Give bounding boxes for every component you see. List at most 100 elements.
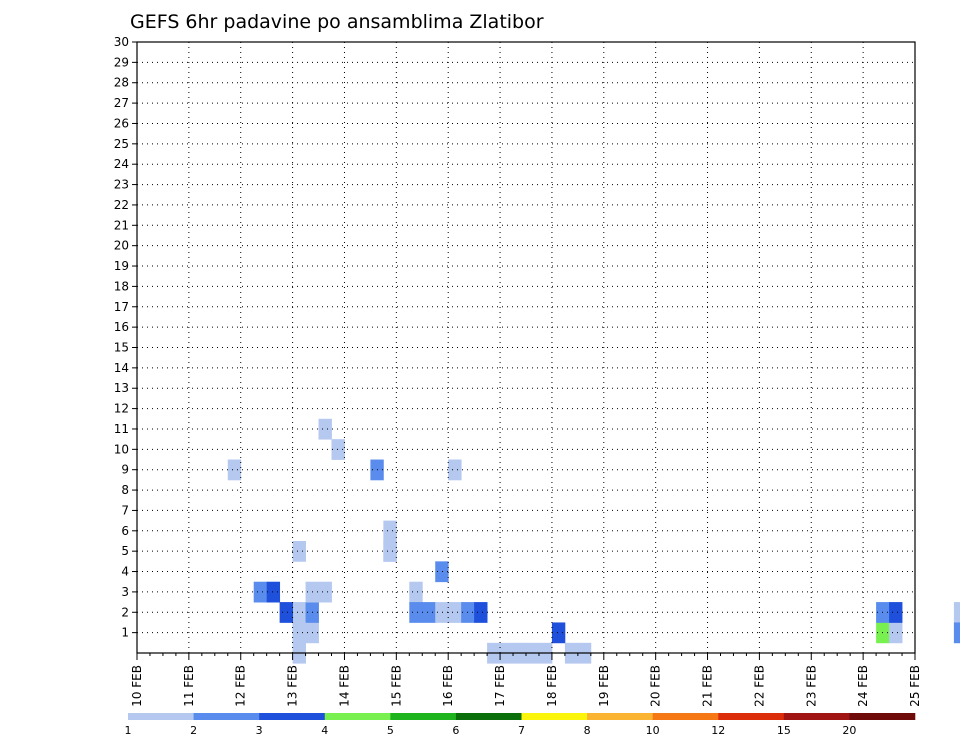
y-tick-label: 20 xyxy=(114,239,129,253)
colorbar-swatch xyxy=(324,713,391,720)
y-tick-label: 8 xyxy=(121,483,129,497)
colorbar-swatch xyxy=(718,713,785,720)
y-tick-label: 22 xyxy=(114,198,129,212)
colorbar-label: 3 xyxy=(256,724,263,737)
y-tick-label: 12 xyxy=(114,402,129,416)
colorbar-label: 2 xyxy=(190,724,197,737)
y-tick-label: 4 xyxy=(121,565,129,579)
heatmap-cell xyxy=(292,540,306,562)
colorbar-swatch xyxy=(652,713,719,720)
y-tick-label: 16 xyxy=(114,320,129,334)
heatmap-cell xyxy=(266,581,281,603)
heatmap-cell xyxy=(448,459,462,481)
colorbar-swatch xyxy=(193,713,260,720)
chart-title: GEFS 6hr padavine po ansamblima Zlatibor xyxy=(130,11,544,33)
y-axis: 1234567891011121314151617181920212223242… xyxy=(114,35,137,640)
heatmap-cell xyxy=(227,459,242,481)
y-tick-label: 5 xyxy=(121,544,129,558)
colorbar-label: 20 xyxy=(842,724,856,737)
x-tick-label: 21 FEB xyxy=(701,665,715,707)
colorbar-label: 10 xyxy=(646,724,660,737)
heatmap-cell xyxy=(253,581,268,603)
heatmap-cell xyxy=(953,602,960,623)
y-tick-label: 1 xyxy=(121,626,129,640)
y-tick-label: 11 xyxy=(114,422,129,436)
colorbar-label: 8 xyxy=(584,724,591,737)
y-tick-label: 26 xyxy=(114,116,129,130)
heatmap-cell xyxy=(422,602,436,623)
heatmap-cell xyxy=(435,561,449,583)
heatmap-cell xyxy=(331,439,345,460)
heatmap-cell xyxy=(409,602,423,623)
x-tick-label: 16 FEB xyxy=(441,665,455,707)
y-tick-label: 2 xyxy=(121,605,129,619)
y-tick-label: 18 xyxy=(114,279,129,293)
heatmap-cell xyxy=(279,602,293,623)
x-tick-label: 22 FEB xyxy=(752,665,766,707)
y-tick-label: 15 xyxy=(114,341,129,355)
x-tick-label: 15 FEB xyxy=(389,665,403,707)
colorbar-swatch xyxy=(587,713,653,720)
heatmap-cell xyxy=(953,622,960,644)
y-tick-label: 3 xyxy=(121,585,129,599)
heatmap-cell xyxy=(383,520,397,542)
plot-frame xyxy=(136,41,916,654)
heatmap-cell xyxy=(551,622,566,644)
colorbar-label: 4 xyxy=(321,724,328,737)
heatmap-cell xyxy=(889,622,903,644)
heatmap-cell xyxy=(292,602,306,623)
y-tick-label: 6 xyxy=(121,524,129,538)
y-tick-label: 25 xyxy=(114,137,129,151)
heatmap-cell xyxy=(383,540,397,562)
x-tick-label: 13 FEB xyxy=(286,665,300,707)
y-tick-label: 7 xyxy=(121,503,129,517)
x-tick-label: 20 FEB xyxy=(649,665,663,707)
colorbar-label: 15 xyxy=(777,724,791,737)
heatmap-cell xyxy=(318,581,332,603)
heatmap-cell xyxy=(292,622,306,644)
colorbar-swatch xyxy=(259,713,326,720)
x-tick-label: 12 FEB xyxy=(234,665,248,707)
colorbar-swatch xyxy=(390,713,457,720)
y-tick-label: 9 xyxy=(121,463,129,477)
y-tick-label: 17 xyxy=(114,300,129,314)
heatmap-cell xyxy=(889,602,903,623)
x-tick-label: 25 FEB xyxy=(908,665,922,707)
y-tick-label: 10 xyxy=(114,442,129,456)
x-tick-label: 11 FEB xyxy=(182,665,196,707)
x-tick-label: 18 FEB xyxy=(545,665,559,707)
y-tick-label: 14 xyxy=(114,361,129,375)
colorbar-swatch xyxy=(521,713,588,720)
y-tick-label: 27 xyxy=(114,96,129,110)
colorbar-swatch xyxy=(783,713,850,720)
colorbar-label: 7 xyxy=(518,724,525,737)
colorbar-label: 1 xyxy=(125,724,132,737)
colorbar-label: 5 xyxy=(387,724,394,737)
x-axis: 10 FEB 11 FEB 12 FEB 13 FEB 14 FEB 15 FEB 16 F… xyxy=(130,653,922,707)
heatmap-cell xyxy=(474,602,488,623)
grid xyxy=(137,41,915,653)
y-tick-label: 29 xyxy=(114,55,129,69)
x-tick-label: 17 FEB xyxy=(493,665,507,707)
colorbar-swatch xyxy=(849,713,916,720)
y-tick-label: 13 xyxy=(114,381,129,395)
colorbar-swatch xyxy=(128,713,194,720)
colorbar-label: 12 xyxy=(711,724,725,737)
heatmap-cell xyxy=(448,602,462,623)
x-tick-label: 14 FEB xyxy=(337,665,351,707)
heatmap-cells xyxy=(227,418,960,664)
y-tick-label: 30 xyxy=(114,35,129,49)
y-tick-label: 24 xyxy=(114,157,129,171)
heatmap-cell xyxy=(435,602,449,623)
x-tick-label: 19 FEB xyxy=(597,665,611,707)
heatmap-cell xyxy=(409,581,423,603)
colorbar-label: 6 xyxy=(452,724,459,737)
colorbar: 1 2 3 4 5 6 7 8 10 12 15 20 xyxy=(125,713,916,737)
y-tick-label: 19 xyxy=(114,259,129,273)
x-tick-label: 24 FEB xyxy=(856,665,870,707)
colorbar-swatch xyxy=(455,713,522,720)
x-tick-label: 10 FEB xyxy=(130,665,144,707)
y-tick-label: 28 xyxy=(114,76,129,90)
x-tick-label: 23 FEB xyxy=(804,665,818,707)
